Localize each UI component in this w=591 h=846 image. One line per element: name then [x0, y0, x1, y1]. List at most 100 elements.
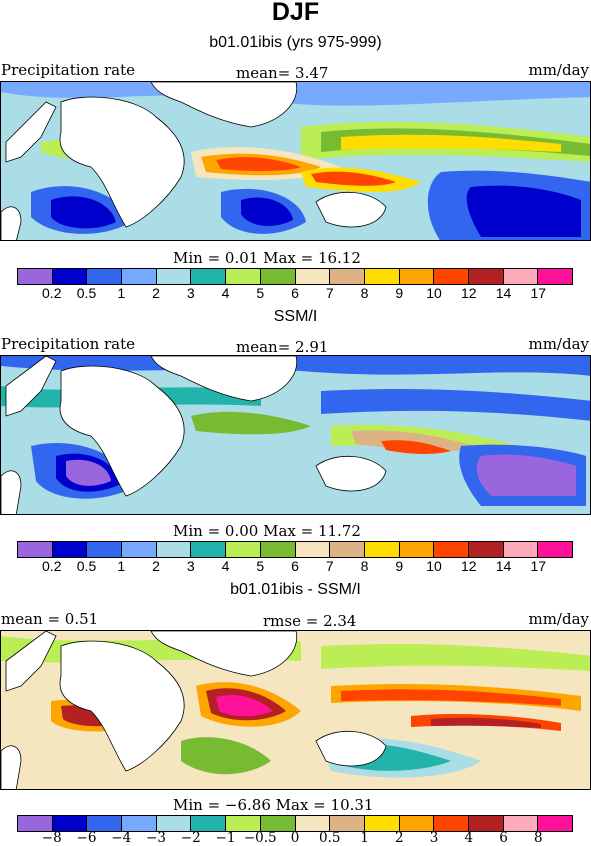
panel-1-map — [0, 81, 591, 241]
colorbar-tick-label: 9 — [395, 558, 404, 574]
colorbar-tick-label: 10 — [426, 285, 442, 301]
colorbar-swatch — [364, 542, 400, 557]
colorbar-swatch — [191, 269, 227, 284]
colorbar-tick-label: 6 — [291, 285, 299, 301]
colorbar-tick-label: 8 — [533, 830, 543, 846]
colorbar-tick-label: 5 — [256, 558, 265, 574]
colorbar-tick-label: 6 — [291, 558, 299, 574]
panel-3-title: b01.01ibis - SSM/I — [230, 581, 361, 598]
panel-2-map — [0, 355, 591, 515]
panel-3-map — [0, 630, 591, 790]
colorbar-tick-label: −3 — [146, 830, 166, 846]
colorbar-swatch — [330, 269, 365, 284]
colorbar-tick-label: 7 — [325, 558, 334, 574]
colorbar-swatch — [156, 542, 192, 557]
colorbar-swatch — [434, 269, 469, 284]
colorbar-swatch — [18, 269, 53, 284]
colorbar-tick-label: 4 — [221, 558, 230, 574]
colorbar-swatch — [52, 269, 88, 284]
colorbar-swatch — [468, 542, 504, 557]
colorbar-tick-label: −1 — [215, 830, 236, 846]
colorbar-swatch — [434, 816, 469, 831]
colorbar-swatch — [52, 542, 88, 557]
colorbar-swatch — [122, 542, 157, 557]
colorbar-tick-label: 10 — [426, 558, 442, 574]
colorbar-swatch — [399, 542, 435, 557]
colorbar-tick-label: −2 — [180, 830, 201, 846]
colorbar-swatch — [538, 542, 572, 557]
colorbar-tick-label: 0.2 — [42, 285, 62, 301]
panel-1-title: b01.01ibis (yrs 975-999) — [209, 34, 382, 51]
colorbar-swatch — [538, 816, 572, 831]
colorbar-swatch — [122, 816, 157, 831]
colorbar-tick-label: 8 — [360, 285, 369, 301]
panel-2-min-max: Min = 0.00 Max = 11.72 — [173, 522, 361, 540]
colorbar-tick-label: 1 — [117, 285, 126, 301]
colorbar-swatch — [468, 816, 504, 831]
panel-1-mean: mean= 3.47 — [236, 64, 329, 82]
panel-1-colorbar — [17, 268, 573, 285]
colorbar-tick-label: 17 — [530, 285, 547, 301]
colorbar-tick-label: 0 — [290, 830, 300, 846]
panel-1-variable-label: Precipitation rate — [1, 61, 136, 79]
colorbar-swatch — [503, 816, 539, 831]
colorbar-swatch — [52, 816, 88, 831]
colorbar-swatch — [226, 269, 261, 284]
colorbar-tick-label: 4 — [464, 830, 474, 846]
colorbar-swatch — [330, 816, 365, 831]
colorbar-swatch — [295, 542, 331, 557]
colorbar-tick-label: 14 — [495, 558, 512, 574]
colorbar-tick-label: −0.5 — [243, 830, 277, 846]
colorbar-swatch — [18, 816, 53, 831]
colorbar-tick-label: 0.5 — [319, 830, 341, 846]
colorbar-swatch — [468, 269, 504, 284]
colorbar-swatch — [156, 269, 192, 284]
panel-3-units: mm/day — [528, 610, 589, 628]
colorbar-swatch — [226, 816, 261, 831]
colorbar-tick-label: 5 — [256, 285, 265, 301]
colorbar-tick-label: 0.2 — [42, 558, 62, 574]
colorbar-tick-label: 0.5 — [76, 558, 97, 574]
colorbar-swatch — [399, 269, 435, 284]
colorbar-swatch — [260, 542, 296, 557]
colorbar-tick-label: 6 — [499, 830, 508, 846]
panel-2-title: SSM/I — [273, 308, 318, 325]
colorbar-tick-label: 3 — [186, 558, 195, 574]
colorbar-swatch — [87, 269, 123, 284]
panel-3-colorbar — [17, 815, 573, 832]
colorbar-tick-label: 2 — [152, 285, 160, 301]
colorbar-swatch — [364, 816, 400, 831]
colorbar-swatch — [260, 269, 296, 284]
panel-3-min-max: Min = −6.86 Max = 10.31 — [173, 796, 374, 814]
colorbar-swatch — [191, 816, 227, 831]
colorbar-tick-label: 17 — [530, 558, 547, 574]
colorbar-tick-label: 1 — [117, 558, 126, 574]
colorbar-swatch — [295, 269, 331, 284]
colorbar-tick-label: 7 — [325, 285, 334, 301]
colorbar-tick-label: 0.5 — [76, 285, 97, 301]
colorbar-tick-label: 2 — [152, 558, 160, 574]
colorbar-tick-label: −4 — [111, 830, 132, 846]
colorbar-tick-label: 8 — [360, 558, 369, 574]
colorbar-swatch — [122, 269, 157, 284]
colorbar-swatch — [364, 269, 400, 284]
figure-title: DJF — [271, 0, 320, 26]
colorbar-swatch — [87, 816, 123, 831]
colorbar-tick-label: 3 — [429, 830, 439, 846]
panel-3-mean: mean = 0.51 — [1, 610, 99, 628]
panel-2-units: mm/day — [528, 335, 589, 353]
colorbar-swatch — [260, 816, 296, 831]
colorbar-swatch — [399, 816, 435, 831]
colorbar-swatch — [18, 542, 53, 557]
colorbar-swatch — [503, 542, 539, 557]
colorbar-swatch — [434, 542, 469, 557]
colorbar-tick-label: −8 — [41, 830, 62, 846]
colorbar-swatch — [226, 542, 261, 557]
panel-2-variable-label: Precipitation rate — [1, 335, 136, 353]
panel-1-units: mm/day — [528, 61, 589, 79]
colorbar-swatch — [156, 816, 192, 831]
colorbar-swatch — [87, 542, 123, 557]
panel-2-mean: mean= 2.91 — [236, 338, 329, 356]
colorbar-swatch — [503, 269, 539, 284]
colorbar-tick-label: 9 — [395, 285, 404, 301]
